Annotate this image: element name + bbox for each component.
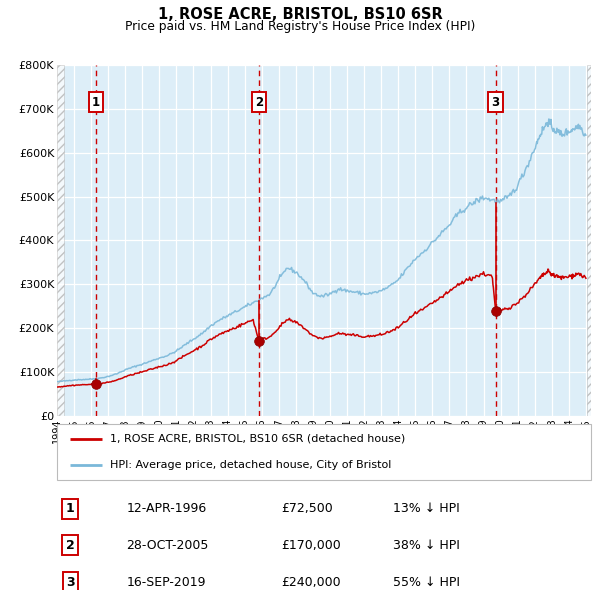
Text: 12-APR-1996: 12-APR-1996 bbox=[127, 502, 206, 515]
Text: Price paid vs. HM Land Registry's House Price Index (HPI): Price paid vs. HM Land Registry's House … bbox=[125, 20, 475, 33]
Text: 3: 3 bbox=[491, 96, 500, 109]
Text: 1, ROSE ACRE, BRISTOL, BS10 6SR: 1, ROSE ACRE, BRISTOL, BS10 6SR bbox=[158, 7, 442, 22]
Text: HPI: Average price, detached house, City of Bristol: HPI: Average price, detached house, City… bbox=[110, 460, 392, 470]
Text: £240,000: £240,000 bbox=[281, 576, 341, 589]
Text: 2: 2 bbox=[255, 96, 263, 109]
Text: 3: 3 bbox=[66, 576, 74, 589]
Text: 16-SEP-2019: 16-SEP-2019 bbox=[127, 576, 206, 589]
Text: 1: 1 bbox=[66, 502, 75, 515]
Text: £72,500: £72,500 bbox=[281, 502, 333, 515]
Text: 2: 2 bbox=[66, 539, 75, 552]
Text: 55% ↓ HPI: 55% ↓ HPI bbox=[394, 576, 460, 589]
FancyBboxPatch shape bbox=[57, 424, 591, 480]
Text: £170,000: £170,000 bbox=[281, 539, 341, 552]
Text: 38% ↓ HPI: 38% ↓ HPI bbox=[394, 539, 460, 552]
Text: 1, ROSE ACRE, BRISTOL, BS10 6SR (detached house): 1, ROSE ACRE, BRISTOL, BS10 6SR (detache… bbox=[110, 434, 406, 444]
Bar bbox=[587, 65, 591, 416]
Text: 13% ↓ HPI: 13% ↓ HPI bbox=[394, 502, 460, 515]
Bar bbox=[57, 65, 64, 416]
Text: 28-OCT-2005: 28-OCT-2005 bbox=[127, 539, 209, 552]
Text: 1: 1 bbox=[92, 96, 100, 109]
